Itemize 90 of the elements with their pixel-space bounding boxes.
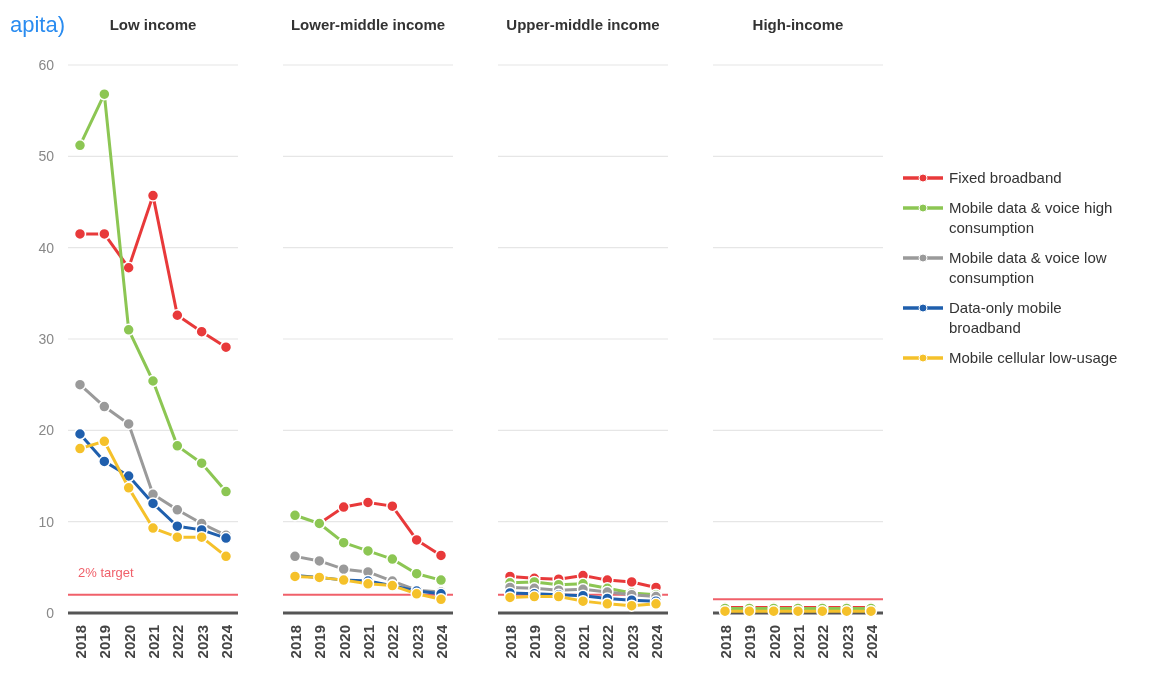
x-tick-label: 2023	[623, 625, 641, 659]
point	[195, 456, 208, 470]
point	[122, 261, 135, 275]
point	[434, 573, 448, 587]
point	[576, 594, 590, 608]
point	[122, 323, 135, 337]
point	[625, 599, 638, 612]
x-tick-label: 2021	[790, 625, 807, 659]
x-tick-label: 2019	[526, 625, 544, 659]
ref-line-label: 2% target	[78, 564, 135, 580]
y-tick-label: 20	[38, 422, 55, 439]
x-tick-label: 2023	[838, 625, 856, 659]
point	[337, 562, 350, 576]
y-tick-label: 10	[38, 513, 55, 530]
point	[98, 227, 111, 241]
x-tick-label: 2018	[717, 625, 734, 659]
legend-label: Fixed broadband	[949, 169, 1062, 187]
chart-title: High-income	[752, 16, 844, 33]
y-tick-label: 0	[46, 604, 55, 621]
legend-label: Mobile data & voice high consumption	[949, 199, 1113, 237]
x-tick-label: 2020	[550, 625, 568, 659]
point	[313, 554, 326, 568]
y-tick-label: 30	[38, 330, 55, 347]
point	[146, 189, 160, 202]
x-tick-label: 2024	[218, 624, 235, 659]
point	[122, 481, 135, 495]
chart-title: Lower-middle income	[290, 16, 446, 33]
point	[171, 530, 184, 544]
point	[98, 455, 111, 468]
point	[219, 485, 233, 498]
point	[73, 378, 87, 391]
point	[146, 497, 160, 510]
point	[219, 340, 233, 354]
x-tick-label: 2018	[287, 625, 304, 659]
point	[503, 591, 517, 604]
x-tick-label: 2024	[648, 624, 665, 659]
point	[434, 549, 448, 562]
point	[73, 442, 87, 455]
point	[361, 496, 375, 509]
point	[146, 521, 160, 535]
x-tick-label: 2020	[335, 625, 353, 659]
point	[361, 544, 375, 558]
point	[386, 552, 399, 566]
x-tick-label: 2019	[96, 625, 114, 659]
point	[195, 530, 208, 544]
point	[98, 87, 111, 101]
x-tick-label: 2019	[311, 625, 329, 659]
point	[122, 417, 135, 431]
y-tick-label: 50	[38, 148, 55, 165]
text: apita)	[10, 12, 66, 37]
x-tick-label: 2024	[863, 624, 880, 659]
y-tick-label: 40	[38, 239, 55, 256]
x-tick-label: 2022	[599, 625, 617, 659]
point	[73, 139, 87, 152]
point	[386, 499, 399, 513]
x-tick-label: 2020	[765, 625, 783, 659]
legend-label: Mobile cellular low-usage	[949, 349, 1118, 367]
x-tick-label: 2018	[72, 625, 89, 659]
point	[625, 575, 638, 589]
point	[98, 400, 111, 413]
point	[171, 503, 184, 517]
point	[288, 550, 302, 563]
x-tick-label: 2024	[433, 624, 450, 659]
point	[146, 374, 160, 388]
legend-label: Mobile data & voice low consumption	[949, 249, 1107, 287]
point	[219, 550, 233, 563]
y-tick-label: 60	[38, 56, 55, 73]
x-tick-label: 2019	[741, 625, 759, 659]
x-tick-label: 2021	[575, 625, 592, 659]
point	[410, 533, 423, 547]
point	[171, 439, 184, 453]
x-tick-label: 2021	[145, 625, 162, 659]
x-tick-label: 2022	[169, 625, 187, 659]
point	[434, 593, 448, 606]
point	[73, 427, 87, 441]
x-tick-label: 2023	[408, 625, 426, 659]
point	[601, 597, 614, 611]
x-tick-label: 2018	[502, 625, 519, 659]
x-tick-label: 2021	[360, 625, 377, 659]
chart-title: Upper-middle income	[506, 16, 660, 33]
point	[288, 509, 302, 522]
legend-label: Data-only mobile broadband	[949, 299, 1062, 337]
point	[337, 500, 350, 514]
point	[73, 227, 87, 241]
chart-title: Low income	[109, 16, 197, 33]
point	[171, 519, 184, 533]
x-tick-label: 2022	[384, 625, 402, 659]
x-tick-label: 2022	[814, 625, 832, 659]
x-tick-label: 2020	[120, 625, 138, 659]
x-tick-label: 2023	[193, 625, 211, 659]
